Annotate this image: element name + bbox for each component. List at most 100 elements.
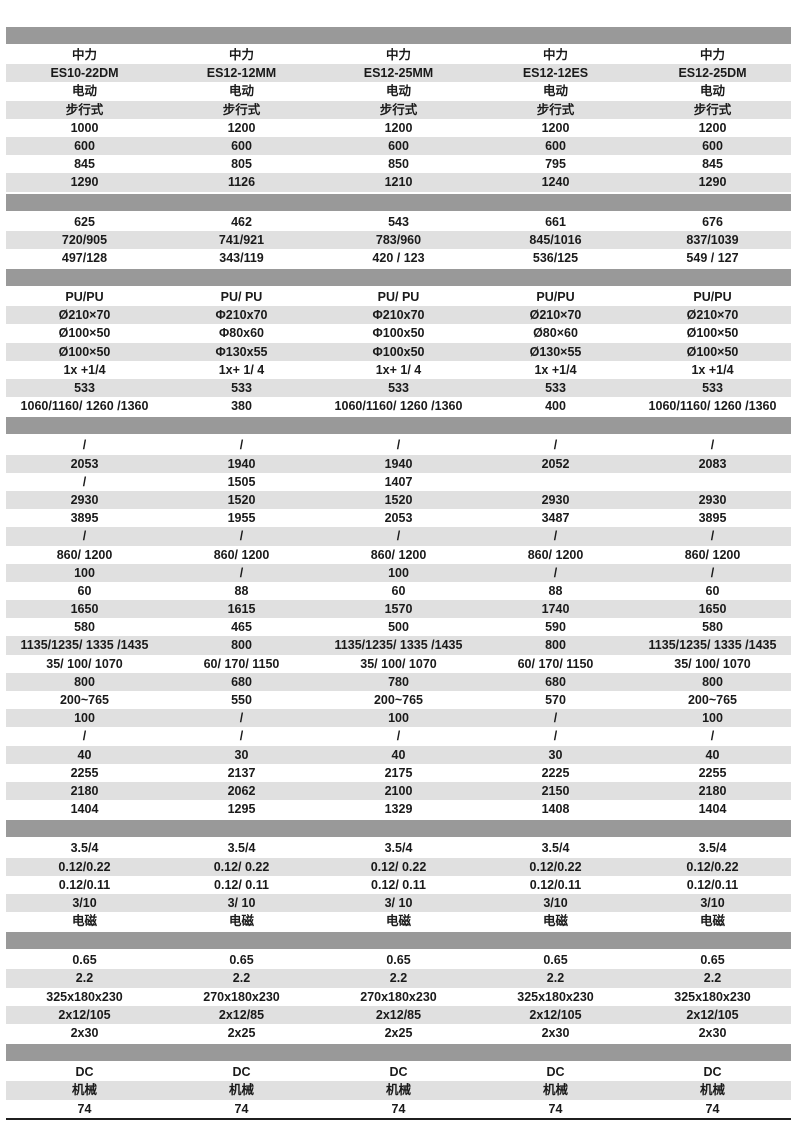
table-cell: 2x30 — [541, 1026, 570, 1040]
table-row: 机械 机械 机械 机械 机械 — [6, 1081, 791, 1100]
table-cell: 30 — [234, 747, 249, 762]
table-cell: 0.12/ 0.11 — [214, 877, 269, 892]
table-row: 2930 1520 1520 2930 2930 — [6, 490, 791, 510]
table-cell: 74 — [705, 1101, 720, 1116]
table-cell: 200~765 — [59, 693, 109, 707]
table-cell: 3/10 — [543, 895, 568, 910]
table-cell: 1329 — [384, 802, 413, 817]
table-cell: / — [396, 729, 401, 744]
table-row: 74 74 74 74 74 — [6, 1099, 791, 1118]
table-cell: 电磁 — [71, 914, 97, 929]
table-cell: 1505 — [227, 474, 256, 489]
table-cell: 0.12/0.22 — [686, 859, 739, 874]
table-cell: 2.2 — [389, 971, 408, 986]
table-cell: 780 — [388, 674, 409, 689]
table-row: DC DC DC DC DC — [6, 1063, 791, 1082]
table-row: / 1505 1407 — [6, 472, 791, 491]
table-cell: Ø100×50 — [686, 344, 739, 359]
table-cell: Ø80×60 — [533, 326, 578, 341]
spec-table: 中力 中力 中力 中力 中力 ES10-22DM ES12-12MM ES12-25MM ES1… — [6, 25, 791, 1120]
table-cell: 1x +1/4 — [534, 362, 577, 377]
table-cell: 中力 — [542, 48, 568, 62]
table-cell: 1060/1160/ 1260 /1360 — [334, 399, 463, 414]
table-row: 2.2 2.2 2.2 2.2 2.2 — [6, 969, 791, 988]
table-row: 845 805 850 795 845 — [6, 155, 791, 174]
table-row: 580 465 500 590 580 — [6, 618, 791, 637]
table-cell: 533 — [702, 381, 723, 395]
table-cell: 0.12/ 0.11 — [371, 877, 426, 892]
table-cell: PU/PU — [65, 290, 104, 305]
table-row: 电磁 电磁 电磁 电磁 电磁 — [6, 912, 791, 931]
table-cell: 2930 — [70, 492, 99, 507]
table-cell: 0.65 — [72, 953, 97, 968]
table-cell: 60/ 170/ 1150 — [517, 656, 594, 671]
table-cell: 860/ 1200 — [56, 547, 113, 562]
table-cell: 860/ 1200 — [370, 547, 427, 562]
table-cell: 1740 — [541, 602, 570, 617]
table-cell: 88 — [234, 583, 249, 598]
table-cell: 0.12/ 0.22 — [370, 859, 427, 874]
table-cell: Ø100×50 — [686, 326, 739, 341]
table-cell: 200~765 — [687, 693, 737, 707]
table-row: 720/905 741/921 783/960 845/1016 837/1039 — [6, 230, 791, 249]
table-row: PU/PU PU/ PU PU/ PU PU/PU PU/PU — [6, 288, 791, 307]
table-row: 2180 2062 2100 2150 2180 — [6, 781, 791, 801]
table-cell: / — [396, 438, 401, 453]
table-cell: 60 — [705, 583, 720, 598]
table-cell: 2930 — [541, 492, 570, 507]
table-cell: 0.65 — [543, 953, 568, 968]
table-cell: 74 — [548, 1101, 563, 1116]
table-row: 0.12/0.22 0.12/ 0.22 0.12/ 0.22 0.12/0.22 0.… — [6, 857, 791, 876]
table-cell: 325x180x230 — [46, 989, 123, 1004]
table-cell: 2255 — [698, 765, 727, 780]
table-cell: 0.12/0.11 — [529, 877, 582, 892]
table-cell: 40 — [391, 747, 406, 762]
table-cell: 2x25 — [227, 1026, 256, 1040]
table-row: Ø100×50 Φ80x60 Φ100x50 Ø80×60 Ø100×50 — [6, 324, 791, 343]
table-cell: / — [239, 529, 244, 544]
table-cell: 1x +1/4 — [63, 362, 106, 377]
table-cell: Φ210x70 — [372, 308, 425, 323]
table-cell: 0.12/0.22 — [529, 859, 582, 874]
table-cell: 电动 — [542, 84, 568, 99]
table-cell: 中力 — [699, 48, 725, 62]
table-cell: 1060/1160/ 1260 /1360 — [648, 399, 777, 414]
table-cell: / — [553, 529, 558, 544]
table-cell: Ø210×70 — [686, 308, 739, 323]
table-cell: 543 — [388, 214, 409, 229]
table-cell: 1135/1235/ 1335 /1435 — [334, 638, 463, 653]
table-cell: 661 — [545, 214, 566, 229]
table-cell: 2100 — [384, 783, 413, 798]
table-row: 中力 中力 中力 中力 中力 — [6, 46, 791, 65]
table-cell: 783/960 — [375, 232, 422, 247]
table-cell: 800 — [74, 674, 95, 689]
table-cell: 860/ 1200 — [527, 547, 584, 562]
table-cell: 2x30 — [698, 1026, 727, 1040]
table-cell: 570 — [545, 693, 566, 707]
table-row: 497/128 343/119 420 / 123 536/125 549 / 127 — [6, 248, 791, 268]
table-cell: 35/ 100/ 1070 — [674, 656, 751, 671]
table-cell: ES12-12ES — [522, 66, 589, 81]
table-cell: 1x+ 1/ 4 — [218, 362, 265, 377]
table-cell: 电动 — [699, 84, 725, 99]
table-cell: 电动 — [385, 84, 411, 99]
table-row: 1650 1615 1570 1740 1650 — [6, 600, 791, 619]
table-cell: 机械 — [542, 1083, 568, 1098]
table-cell: 0.65 — [700, 953, 725, 968]
table-cell: 200~765 — [373, 693, 423, 707]
table-cell: 845 — [74, 157, 95, 172]
table-cell: 795 — [545, 157, 566, 172]
table-row: 3/10 3/ 10 3/ 10 3/10 3/10 — [6, 893, 791, 913]
table-cell: 536/125 — [532, 250, 579, 265]
table-cell: Φ100x50 — [372, 326, 425, 341]
table-cell: 860/ 1200 — [684, 547, 741, 562]
table-row: / / / / / — [6, 727, 791, 746]
section-separator-bar — [6, 27, 791, 44]
table-cell: 3895 — [698, 511, 727, 526]
table-cell: 100 — [388, 711, 409, 726]
table-cell: DC — [389, 1065, 408, 1080]
table-cell: 1290 — [70, 175, 99, 190]
table-cell: 3487 — [541, 511, 570, 526]
table-cell: 1404 — [70, 802, 99, 817]
table-cell: 1200 — [698, 120, 727, 135]
